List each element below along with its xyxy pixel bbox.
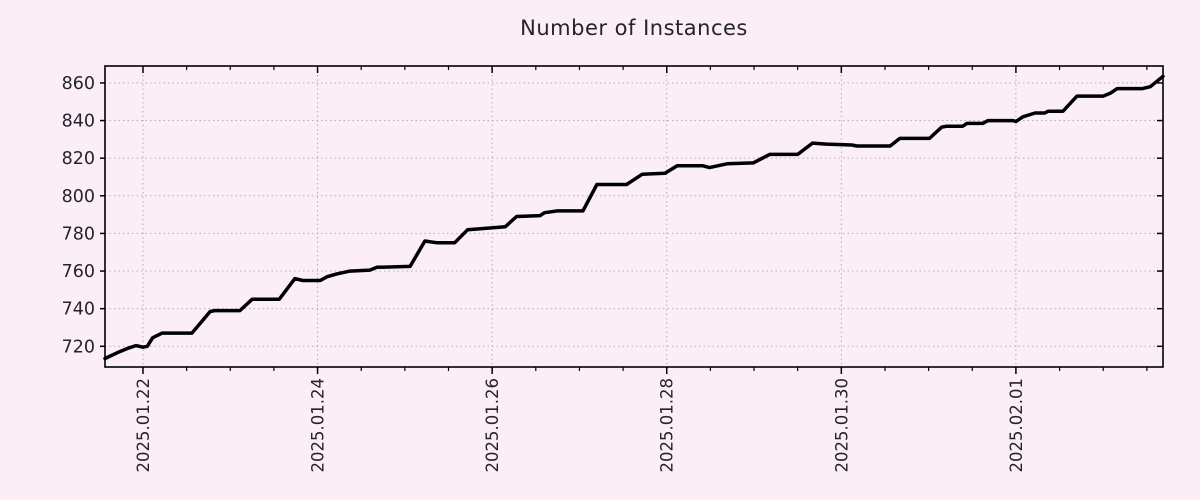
chart-title: Number of Instances (520, 16, 748, 40)
x-tick-label: 2025.01.30 (832, 378, 851, 472)
x-tick-label: 2025.01.24 (309, 378, 328, 472)
y-tick-label: 840 (62, 112, 95, 132)
y-tick-label: 800 (62, 187, 95, 207)
x-tick-label: 2025.01.22 (134, 378, 153, 472)
y-tick-label: 720 (62, 337, 95, 357)
x-tick-label: 2025.01.26 (483, 378, 502, 472)
x-tick-label: 2025.02.01 (1007, 378, 1026, 472)
y-tick-label: 780 (62, 224, 95, 244)
y-tick-label: 760 (62, 262, 95, 282)
y-tick-label: 820 (62, 149, 95, 169)
series-line-instances (103, 74, 1165, 361)
plot-border (104, 65, 1164, 368)
y-tick-label: 740 (62, 300, 95, 320)
y-tick-label: 860 (62, 74, 95, 94)
x-tick-label: 2025.01.28 (658, 378, 677, 472)
